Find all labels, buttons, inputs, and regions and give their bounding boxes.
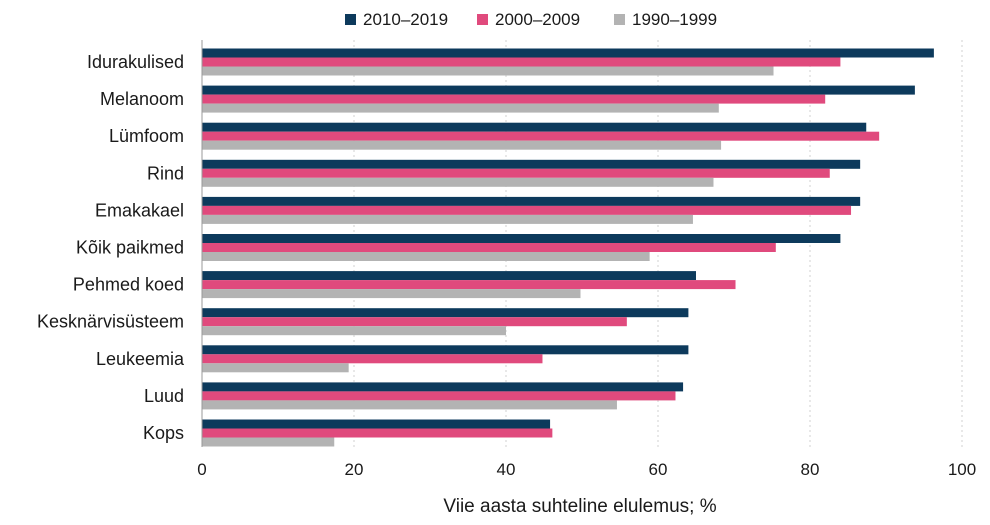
bar-koik-paikmed-1 (202, 234, 841, 243)
bar-idurakulised-2 (202, 57, 841, 67)
bar-idurakulised-1 (202, 48, 934, 58)
legend-label-1: 2010–2019 (363, 10, 448, 29)
bar-melanoom-2 (202, 94, 826, 104)
bar-lumfoom-1 (202, 122, 867, 132)
bar-pehmed-koed-3 (202, 289, 581, 299)
bar-kesknarvisusteem-1 (202, 308, 689, 318)
x-tick-label: 40 (497, 460, 516, 479)
legend-label-3: 1990–1999 (632, 10, 717, 29)
bar-kops-3 (202, 437, 335, 447)
bar-rind-1 (202, 159, 861, 169)
legend-label-2: 2000–2009 (495, 10, 580, 29)
category-label-kops: Kops (143, 423, 184, 443)
bar-koik-paikmed-3 (202, 252, 650, 261)
legend-swatch-1 (345, 14, 356, 25)
bar-emakakael-2 (202, 205, 852, 215)
bar-emakakael-1 (202, 196, 861, 206)
category-labels: Idurakulised Melanoom Lümfoom Rind Emakakael… (37, 52, 185, 443)
bar-kesknarvisusteem-3 (202, 326, 506, 336)
x-tick-label: 20 (345, 460, 364, 479)
category-label-kesknarvisusteem: Kesknärvisüsteem (37, 312, 184, 332)
x-tick-label: 60 (649, 460, 668, 479)
bar-luud-3 (202, 400, 617, 410)
legend: 2010–2019 2000–2009 1990–1999 (345, 10, 717, 29)
bar-lumfoom-3 (202, 140, 722, 150)
category-label-luud: Luud (144, 386, 184, 406)
x-tick-label: 0 (197, 460, 206, 479)
category-label-rind: Rind (147, 163, 184, 183)
category-label-pehmed-koed: Pehmed koed (73, 275, 184, 295)
x-axis-title: Viie aasta suhteline elulemus; % (443, 496, 716, 517)
bar-kesknarvisusteem-2 (202, 317, 627, 327)
bar-luud-1 (202, 382, 684, 392)
bar-idurakulised-3 (202, 66, 774, 76)
bar-leukeemia-2 (202, 354, 543, 364)
bar-leukeemia-3 (202, 363, 349, 373)
legend-swatch-3 (614, 14, 625, 25)
bar-koik-paikmed-2 (202, 243, 776, 252)
category-label-idurakulised: Idurakulised (87, 52, 184, 72)
bar-rind-2 (202, 168, 830, 178)
bars (202, 48, 934, 447)
category-label-emakakael: Emakakael (95, 200, 184, 220)
x-tick-label: 80 (801, 460, 820, 479)
bar-pehmed-koed-2 (202, 280, 736, 290)
bar-leukeemia-1 (202, 345, 689, 355)
bar-kops-1 (202, 419, 551, 429)
x-tick-label: 100 (948, 460, 976, 479)
bar-rind-3 (202, 177, 714, 187)
category-label-melanoom: Melanoom (100, 89, 184, 109)
category-label-leukeemia: Leukeemia (96, 349, 185, 369)
category-label-lumfoom: Lümfoom (109, 126, 184, 146)
bar-emakakael-3 (202, 214, 693, 224)
bar-pehmed-koed-1 (202, 271, 696, 281)
bar-lumfoom-2 (202, 131, 880, 141)
bar-melanoom-1 (202, 85, 915, 95)
bar-luud-2 (202, 391, 676, 401)
legend-swatch-2 (477, 14, 488, 25)
x-tick-labels: 0 20 40 60 80 100 (197, 460, 976, 479)
category-label-koik-paikmed: Kõik paikmed (76, 238, 184, 258)
bar-melanoom-3 (202, 103, 719, 113)
bar-kops-2 (202, 428, 553, 438)
